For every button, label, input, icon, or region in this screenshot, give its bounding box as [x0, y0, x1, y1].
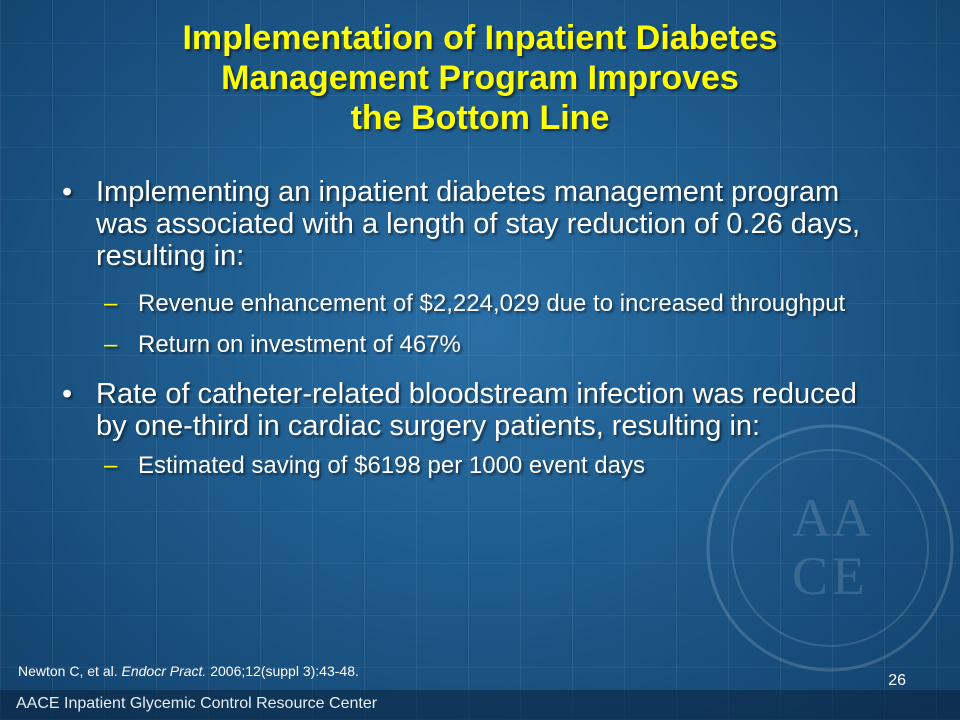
svg-text:E: E [832, 546, 865, 606]
aace-seal-watermark: A A C E [706, 424, 954, 672]
sub-bullet-text: Estimated saving of $6198 per 1000 event… [138, 452, 645, 479]
bullet-infection-rate: • Rate of catheter-related bloodstream i… [62, 378, 880, 442]
sub-bullet-saving: – Estimated saving of $6198 per 1000 eve… [62, 452, 880, 479]
dash-icon: – [104, 331, 118, 358]
sub-bullet-text: Return on investment of 467% [138, 331, 461, 358]
footer-bar: AACE Inpatient Glycemic Control Resource… [0, 690, 960, 720]
svg-text:A: A [792, 488, 831, 548]
svg-text:A: A [832, 488, 871, 548]
citation-details: 2006;12(suppl 3):43-48. [206, 663, 359, 679]
slide-title: Implementation of Inpatient Diabetes Man… [40, 18, 920, 138]
title-line-3: the Bottom Line [350, 99, 610, 137]
bullet-dot-icon: • [62, 176, 73, 208]
dash-icon: – [104, 290, 118, 317]
citation-journal: Endocr Pract. [121, 663, 207, 679]
bullet-dot-icon: • [62, 378, 73, 410]
svg-text:C: C [792, 546, 828, 606]
page-number: 26 [888, 672, 906, 689]
dash-icon: – [104, 452, 118, 479]
bullet-text: Implementing an inpatient diabetes manag… [96, 176, 861, 272]
citation-author: Newton C, et al. [18, 663, 122, 679]
slide-body: • Implementing an inpatient diabetes man… [62, 176, 880, 493]
bullet-text: Rate of catheter-related bloodstream inf… [96, 378, 857, 442]
title-line-1: Implementation of Inpatient Diabetes [182, 19, 778, 57]
title-line-2: Management Program Improves [221, 59, 739, 97]
sub-bullet-revenue: – Revenue enhancement of $2,224,029 due … [62, 290, 880, 317]
citation: Newton C, et al. Endocr Pract. 2006;12(s… [18, 663, 359, 679]
sub-bullet-text: Revenue enhancement of $2,224,029 due to… [138, 290, 846, 317]
bullet-length-of-stay: • Implementing an inpatient diabetes man… [62, 176, 880, 272]
sub-bullet-roi: – Return on investment of 467% [62, 331, 880, 358]
footer-text: AACE Inpatient Glycemic Control Resource… [16, 695, 378, 712]
